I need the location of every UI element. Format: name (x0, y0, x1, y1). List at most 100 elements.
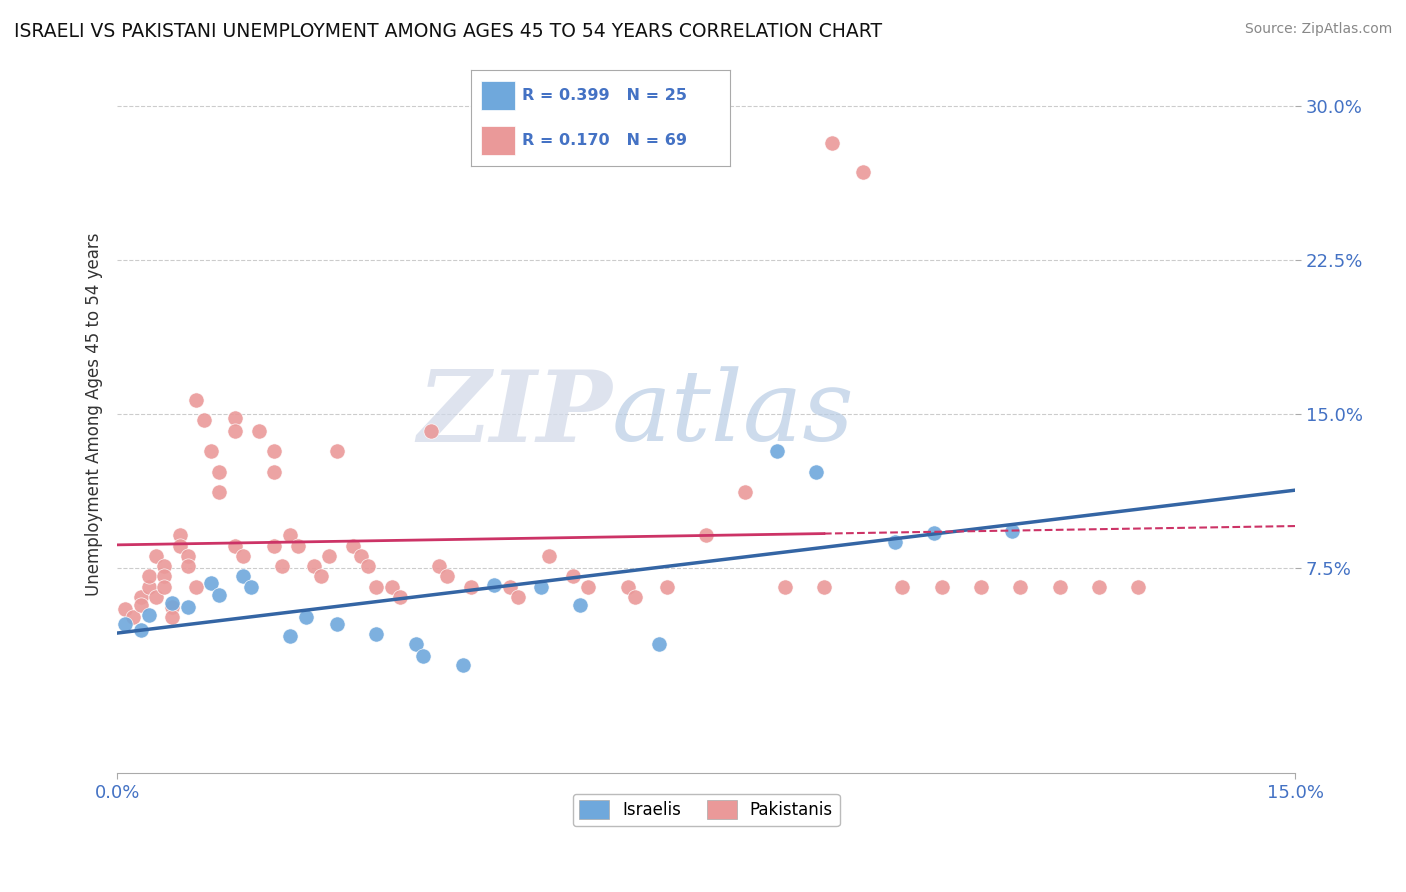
Point (482, 577, 505, 591)
Point (561, 569, 583, 583)
Point (302, 559, 325, 574)
Point (184, 392, 207, 407)
Point (153, 569, 176, 583)
Point (451, 657, 474, 672)
Point (734, 485, 756, 500)
Point (412, 649, 434, 664)
Point (232, 549, 254, 563)
Point (208, 485, 231, 500)
Point (648, 637, 671, 651)
Point (247, 424, 270, 438)
Point (224, 424, 246, 438)
Point (891, 580, 914, 594)
Point (318, 549, 340, 563)
Point (160, 596, 183, 610)
Point (804, 465, 827, 479)
Point (506, 590, 529, 604)
Point (349, 549, 371, 563)
Point (177, 559, 200, 574)
Point (153, 559, 176, 574)
Point (160, 600, 183, 615)
Point (821, 136, 844, 151)
Point (616, 580, 638, 594)
Point (138, 580, 160, 594)
Point (177, 549, 200, 563)
Point (263, 465, 285, 479)
Point (278, 528, 301, 542)
Point (200, 575, 222, 590)
Point (169, 539, 191, 553)
Text: Source: ZipAtlas.com: Source: ZipAtlas.com (1244, 22, 1392, 37)
Point (153, 580, 176, 594)
Point (278, 629, 301, 643)
Point (208, 465, 231, 479)
Point (287, 539, 309, 553)
Point (160, 610, 183, 624)
Point (208, 588, 231, 602)
Point (129, 590, 152, 604)
Point (381, 580, 404, 594)
Point (224, 411, 246, 425)
Point (138, 608, 160, 623)
Point (922, 526, 945, 541)
Point (145, 590, 167, 604)
Point (420, 424, 443, 438)
Point (271, 559, 294, 574)
Point (224, 539, 246, 553)
Point (169, 528, 191, 542)
Point (366, 580, 388, 594)
Point (405, 637, 427, 651)
Point (129, 598, 152, 612)
Point (931, 580, 953, 594)
Point (655, 580, 678, 594)
Point (1126, 580, 1149, 594)
Point (436, 569, 458, 583)
Point (460, 580, 482, 594)
Point (114, 602, 136, 616)
Point (326, 616, 349, 631)
Point (114, 616, 136, 631)
Text: atlas: atlas (612, 367, 855, 462)
Point (1010, 580, 1032, 594)
Point (1049, 580, 1071, 594)
Point (765, 444, 787, 458)
Point (263, 444, 285, 458)
Point (193, 413, 215, 427)
Point (813, 580, 835, 594)
Point (852, 165, 875, 179)
Point (232, 569, 254, 583)
Point (1001, 524, 1024, 539)
Point (569, 598, 592, 612)
Point (294, 610, 316, 624)
Point (883, 534, 905, 549)
Y-axis label: Unemployment Among Ages 45 to 54 years: Unemployment Among Ages 45 to 54 years (86, 233, 103, 596)
Point (138, 569, 160, 583)
Point (530, 580, 553, 594)
Point (427, 559, 450, 574)
Point (342, 539, 364, 553)
Point (366, 627, 388, 641)
Point (970, 580, 993, 594)
Text: ZIP: ZIP (418, 366, 612, 463)
Point (129, 623, 152, 637)
Point (357, 559, 380, 574)
Point (773, 580, 796, 594)
Point (538, 549, 561, 563)
Point (695, 528, 717, 542)
Point (624, 590, 647, 604)
Point (388, 590, 411, 604)
Point (326, 444, 349, 458)
Point (576, 580, 599, 594)
Legend: Israelis, Pakistanis: Israelis, Pakistanis (572, 794, 839, 826)
Point (263, 539, 285, 553)
Point (239, 580, 262, 594)
Point (200, 444, 222, 458)
Point (145, 549, 167, 563)
Text: ISRAELI VS PAKISTANI UNEMPLOYMENT AMONG AGES 45 TO 54 YEARS CORRELATION CHART: ISRAELI VS PAKISTANI UNEMPLOYMENT AMONG … (14, 22, 882, 41)
Point (499, 580, 522, 594)
Point (1087, 580, 1109, 594)
Point (177, 600, 200, 615)
Point (184, 580, 207, 594)
Point (311, 569, 333, 583)
Point (122, 610, 145, 624)
